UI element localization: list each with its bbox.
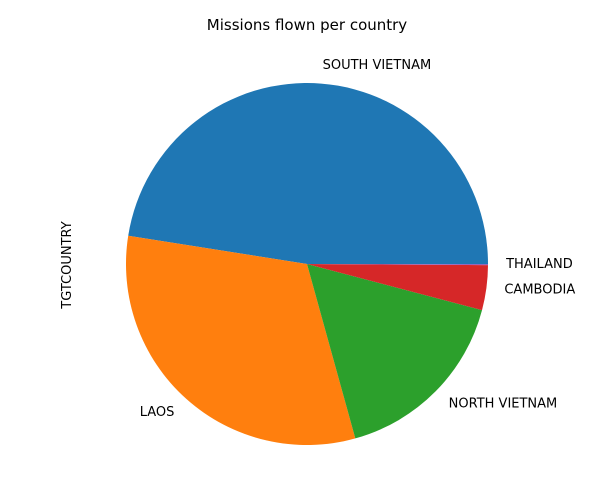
pie-slices bbox=[126, 83, 489, 445]
pie-slice-north-vietnam bbox=[307, 264, 483, 439]
slice-label-thailand: THAILAND bbox=[505, 257, 573, 272]
pie-slice-laos bbox=[126, 235, 356, 445]
slice-label-cambodia: CAMBODIA bbox=[504, 283, 575, 298]
pie-slice-south-vietnam bbox=[128, 83, 489, 264]
slice-label-south-vietnam: SOUTH VIETNAM bbox=[323, 58, 432, 73]
pie-labels: SOUTH VIETNAM LAOS NORTH VIETNAM CAMBODIA TH… bbox=[140, 58, 576, 420]
pie-slice-thailand bbox=[307, 264, 489, 266]
chart-title: Missions flown per country bbox=[207, 16, 408, 34]
slice-label-laos: LAOS bbox=[140, 405, 175, 420]
pie-slice-cambodia bbox=[307, 264, 488, 311]
slice-label-north-vietnam: NORTH VIETNAM bbox=[449, 396, 558, 411]
y-axis-label: TGTCOUNTRY bbox=[60, 221, 75, 309]
